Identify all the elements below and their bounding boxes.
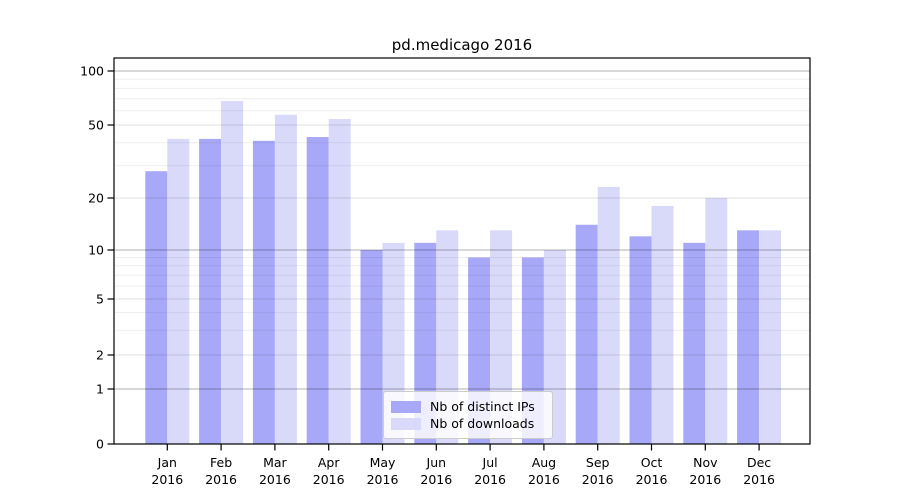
- x-tick-label-apr: Apr: [318, 455, 340, 470]
- bar-sep-distinct-ips: [575, 224, 598, 444]
- x-tick-label-jan: Jan: [157, 455, 177, 470]
- x-tick-year-jun: 2016: [420, 472, 452, 487]
- legend-label-distinct-ips: Nb of distinct IPs: [430, 399, 535, 414]
- x-tick-label-sep: Sep: [586, 455, 610, 470]
- bar-feb-downloads: [221, 101, 244, 445]
- x-tick-year-sep: 2016: [582, 472, 614, 487]
- legend-label-downloads: Nb of downloads: [430, 416, 535, 431]
- legend-swatch-downloads: [391, 417, 421, 430]
- bar-mar-distinct-ips: [252, 140, 275, 444]
- x-tick-year-mar: 2016: [259, 472, 291, 487]
- x-tick-year-jan: 2016: [151, 472, 183, 487]
- bar-nov-downloads: [705, 198, 728, 444]
- bar-may-distinct-ips: [360, 250, 383, 444]
- x-tick-label-oct: Oct: [641, 455, 663, 470]
- x-tick-year-jul: 2016: [474, 472, 506, 487]
- bar-oct-distinct-ips: [629, 236, 652, 444]
- x-tick-label-mar: Mar: [263, 455, 287, 470]
- bar-apr-distinct-ips: [306, 137, 329, 444]
- legend-swatch-distinct-ips: [391, 400, 421, 413]
- x-tick-label-jun: Jun: [426, 455, 447, 470]
- y-tick-label-1: 1: [96, 382, 104, 397]
- x-tick-year-dec: 2016: [743, 472, 775, 487]
- bar-jul-downloads: [490, 230, 513, 444]
- bar-dec-distinct-ips: [737, 230, 760, 444]
- y-tick-label-0: 0: [96, 437, 104, 452]
- bar-jun-downloads: [436, 230, 459, 444]
- x-tick-year-oct: 2016: [636, 472, 668, 487]
- x-tick-year-may: 2016: [367, 472, 399, 487]
- x-tick-year-nov: 2016: [689, 472, 721, 487]
- y-tick-label-20: 20: [88, 191, 104, 206]
- bar-nov-distinct-ips: [683, 242, 706, 444]
- x-tick-year-feb: 2016: [205, 472, 237, 487]
- y-tick-label-2: 2: [96, 348, 104, 363]
- legend: Nb of distinct IPs Nb of downloads: [383, 391, 553, 439]
- y-tick-label-50: 50: [88, 118, 104, 133]
- x-tick-label-jul: Jul: [482, 455, 498, 470]
- chart-title: pd.medicago 2016: [391, 36, 533, 54]
- y-tick-label-5: 5: [96, 292, 104, 307]
- legend-item-distinct-ips: Nb of distinct IPs: [391, 398, 544, 415]
- x-tick-year-apr: 2016: [313, 472, 345, 487]
- y-tick-label-100: 100: [80, 64, 104, 79]
- x-tick-label-aug: Aug: [532, 455, 556, 470]
- bar-mar-downloads: [274, 114, 297, 444]
- bar-feb-distinct-ips: [199, 138, 222, 444]
- bar-oct-downloads: [651, 205, 674, 444]
- axes-box: [113, 57, 811, 445]
- x-tick-label-dec: Dec: [747, 455, 771, 470]
- x-tick-year-aug: 2016: [528, 472, 560, 487]
- bar-sep-downloads: [597, 186, 620, 444]
- x-tick-label-feb: Feb: [210, 455, 232, 470]
- legend-item-downloads: Nb of downloads: [391, 415, 544, 432]
- x-tick-label-nov: Nov: [693, 455, 718, 470]
- bar-jan-distinct-ips: [145, 171, 168, 444]
- bar-dec-downloads: [759, 230, 782, 444]
- bar-jan-downloads: [167, 138, 190, 444]
- bar-apr-downloads: [328, 119, 351, 445]
- x-tick-label-may: May: [370, 455, 396, 470]
- y-tick-label-10: 10: [88, 243, 104, 258]
